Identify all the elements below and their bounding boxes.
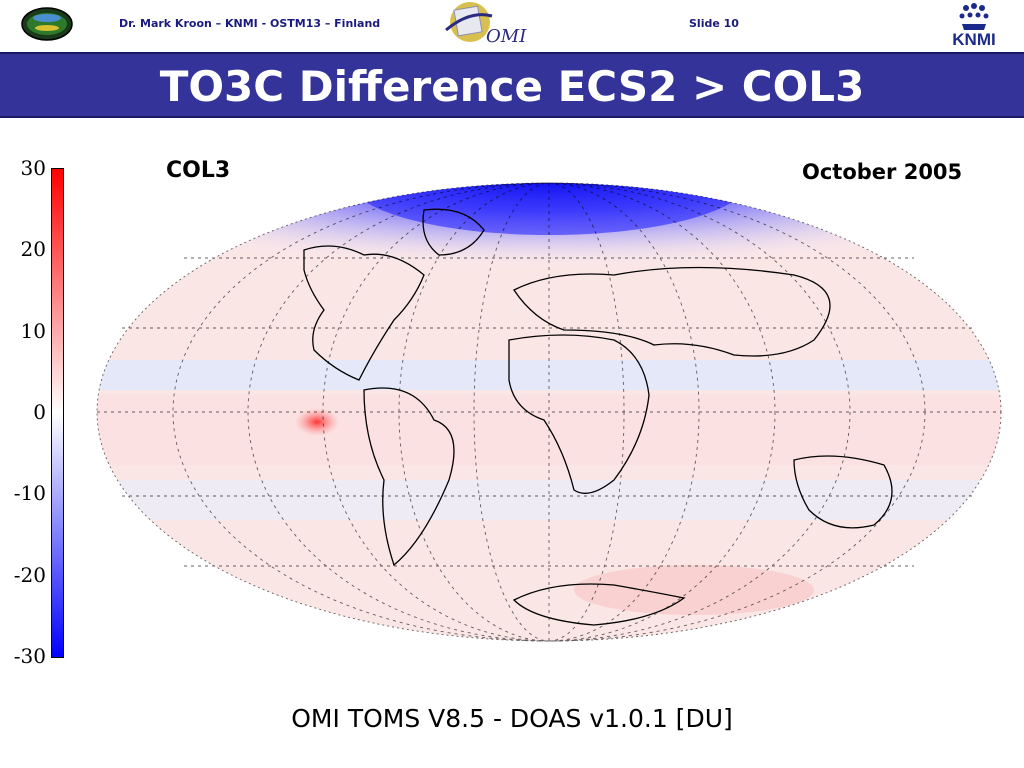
map-coastlines [303,208,893,626]
dataset-label: COL3 [166,158,231,183]
colorbar-tick-label: 20 [20,237,46,262]
colorbar-tick-label: 30 [20,156,46,180]
chart-caption: OMI TOMS V8.5 - DOAS v1.0.1 [DU] [291,704,733,733]
colorbar-gradient [51,168,64,658]
knmi-logo-icon: KNMI [952,3,996,48]
mission-logo-icon [21,7,73,41]
colorbar-tick-label: -30 [13,644,46,668]
colorbar-tick-label: -20 [13,562,46,587]
omi-logo-text: OMI [486,26,527,47]
colorbar-tick-label: 0 [33,400,46,424]
header-slide-number: Slide 10 [689,17,739,30]
header-author: Dr. Mark Kroon – KNMI - OSTM13 – Finland [119,17,381,30]
slide-title: TO3C Difference ECS2 > COL3 [159,62,865,111]
colorbar-tick-label: 10 [20,318,46,343]
colorbar: 30 20 10 0 -10 -20 -30 [0,150,90,670]
date-label: October 2005 [802,160,963,184]
omi-logo-icon: OMI [445,2,527,47]
world-map-difference-plot [96,182,1002,642]
map-graticule [96,182,1002,642]
colorbar-tick-label: -10 [13,481,46,506]
title-bar: TO3C Difference ECS2 > COL3 [0,52,1024,118]
slide-header: Dr. Mark Kroon – KNMI - OSTM13 – Finland… [0,0,1024,50]
knmi-logo-text: KNMI [952,30,995,48]
